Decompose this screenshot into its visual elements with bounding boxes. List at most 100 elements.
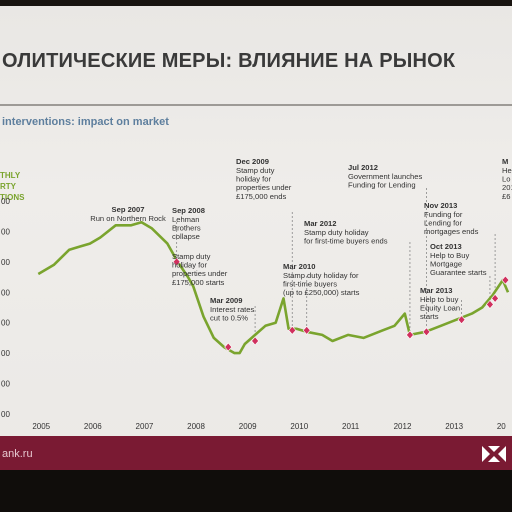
event-marker — [251, 336, 259, 346]
annotation-text-line: Interest rates — [210, 305, 255, 314]
brand-logo-icon — [482, 446, 506, 462]
annotation-label: MHeLo201£6 — [502, 157, 512, 201]
annotation-label: Oct 2013 Help to Buy Mortgage Guarantee sta… — [430, 242, 487, 277]
annotation-text-line: Government launches — [348, 172, 422, 181]
event-marker — [491, 293, 499, 303]
y-tick-label: 00 — [1, 410, 10, 419]
annotation-date: Mar 2013 — [420, 286, 453, 295]
projector-border — [0, 470, 512, 512]
annotation-text-line: He — [502, 166, 512, 175]
annotation-label: Sep 2008 Lehman Brothers collapse — [172, 206, 205, 241]
annotation-leaders — [176, 188, 496, 341]
chart-subtitle: interventions: impact on market — [2, 116, 169, 128]
annotation-text-line: Funding for Lending — [348, 181, 416, 190]
annotation-date: Oct 2013 — [430, 242, 462, 251]
annotation-label: Sep 2007 Run on Northern Rock — [90, 205, 166, 223]
annotation-text-line: Mortgage — [430, 260, 462, 269]
annotation-text-line: Run on Northern Rock — [90, 214, 166, 223]
annotation-label: Dec 2009 Stamp duty holiday for properties … — [236, 157, 292, 201]
event-marker — [501, 275, 510, 285]
annotation-label: Mar 2012 Stamp duty holiday for first-time… — [304, 219, 388, 246]
annotation-date: Jul 2012 — [348, 163, 378, 172]
annotation-text-line: starts — [420, 312, 439, 321]
y-tick-label: 00 — [1, 227, 10, 236]
annotation-text-line: Lending for — [424, 219, 462, 228]
annotation-text-line: cut to 0.5% — [210, 314, 248, 323]
x-tick-label: 2006 — [84, 422, 102, 431]
annotation-date: Dec 2009 — [236, 157, 269, 166]
footer-band — [0, 436, 512, 470]
annotation-text-line: Stamp duty holiday for — [283, 271, 359, 280]
annotation-text-line: £175,000 starts — [172, 278, 225, 287]
annotation-label: Mar 2013 Help to buy Equity Loan starts — [420, 286, 460, 321]
annotation-text-line: Brothers — [172, 224, 201, 233]
event-marker — [172, 257, 181, 267]
annotation-date: M — [502, 157, 508, 166]
line-chart: 00 00 00 00 00 00 00 00 2005 2006 2007 2008 2009 201… — [1, 157, 512, 431]
annotation-text-line: Stamp duty — [172, 252, 211, 261]
x-tick-label: 2009 — [239, 422, 257, 431]
annotation-text-line: properties under — [172, 269, 228, 278]
annotation-text-line: 201 — [502, 183, 512, 192]
event-marker — [288, 325, 297, 335]
x-tick-label: 20 — [497, 422, 506, 431]
event-marker — [302, 325, 311, 335]
y-tick-label: 00 — [1, 380, 10, 389]
event-marker — [224, 342, 233, 352]
x-tick-label: 2012 — [394, 422, 412, 431]
title-divider — [0, 104, 512, 106]
annotation-text-line: £175,000 ends — [236, 192, 286, 201]
event-marker — [422, 327, 431, 337]
annotation-text-line: (up to £250,000) starts — [283, 288, 360, 297]
y-tick-label: 00 — [1, 349, 10, 358]
annotation-label: Jul 2012 Government launches Funding for L… — [348, 163, 422, 190]
footer-url: ank.ru — [2, 448, 33, 460]
annotation-text-line: properties under — [236, 183, 292, 192]
annotation-date: Mar 2009 — [210, 296, 243, 305]
x-tick-label: 2011 — [342, 422, 360, 431]
annotation-text-line: Lo — [502, 175, 510, 184]
event-marker — [457, 315, 466, 325]
slide-title: ОЛИТИЧЕСКИЕ МЕРЫ: ВЛИЯНИЕ НА РЫНОК — [2, 50, 456, 72]
event-markers — [172, 257, 510, 352]
annotation-text-line: Funding for — [424, 210, 463, 219]
event-marker — [406, 330, 414, 340]
x-tick-label: 2008 — [187, 422, 205, 431]
annotation-text-line: Lehman — [172, 215, 199, 224]
x-axis-ticks: 2005 2006 2007 2008 2009 2010 2011 2012 2013 20 — [32, 422, 506, 431]
y-axis-title: THLY RTY TIONS — [0, 171, 25, 202]
annotation-text-line: Stamp duty — [236, 166, 275, 175]
annotation-text-line: Stamp duty holiday — [304, 228, 369, 237]
x-tick-label: 2005 — [32, 422, 50, 431]
annotation-text-line: for first-time buyers ends — [304, 237, 388, 246]
annotation-date: Mar 2010 — [283, 262, 316, 271]
annotation-text-line: first-time buyers — [283, 280, 337, 289]
annotation-text-line: holiday for — [236, 175, 272, 184]
y-axis-ticks: 00 00 00 00 00 00 00 00 — [1, 197, 10, 419]
y-tick-label: 00 — [1, 319, 10, 328]
x-tick-label: 2010 — [290, 422, 308, 431]
annotation-label: Mar 2010 Stamp duty holiday for first-time… — [283, 262, 360, 297]
annotation-label: Nov 2013 Funding for Lending for mortgages … — [424, 201, 479, 236]
y-tick-label: 00 — [1, 197, 10, 206]
annotation-text-line: holiday for — [172, 261, 208, 270]
annotation-date: Mar 2012 — [304, 219, 337, 228]
x-tick-label: 2013 — [445, 422, 463, 431]
annotation-text-line: Guarantee starts — [430, 268, 487, 277]
annotation-text-line: collapse — [172, 232, 200, 241]
annotation-label: Mar 2009 Interest rates cut to 0.5% — [210, 296, 255, 323]
event-marker — [486, 300, 494, 309]
annotation-text-line: Equity Loan — [420, 304, 460, 313]
annotation-labels: Sep 2007 Run on Northern Rock Sep 2008 Lehm… — [90, 157, 512, 323]
annotation-date: Sep 2007 — [112, 205, 145, 214]
annotation-text-line: Help to buy — [420, 295, 459, 304]
annotation-date: Sep 2008 — [172, 206, 205, 215]
annotation-text-line: £6 — [502, 192, 510, 201]
x-tick-label: 2007 — [136, 422, 154, 431]
annotation-label: Stamp duty holiday for properties under £17… — [172, 252, 228, 287]
annotation-text-line: mortgages ends — [424, 227, 479, 236]
annotation-date: Nov 2013 — [424, 201, 457, 210]
y-tick-label: 00 — [1, 288, 10, 297]
y-tick-label: 00 — [1, 258, 10, 267]
annotation-text-line: Help to Buy — [430, 251, 469, 260]
